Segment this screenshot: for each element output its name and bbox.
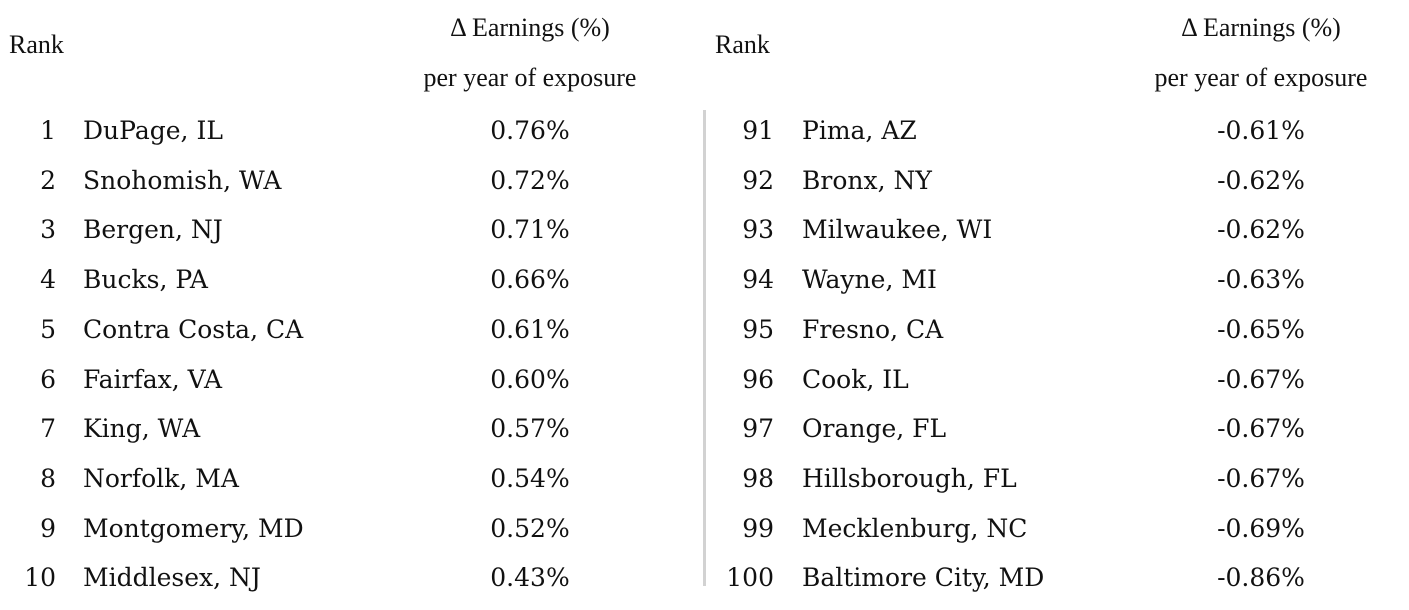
earnings-change-cell: 0.76% <box>490 116 570 145</box>
county-cell: Mecklenburg, NC <box>802 513 1028 543</box>
table-row: 9 Montgomery, MD 0.52% <box>0 504 700 554</box>
table-row: 3 Bergen, NJ 0.71% <box>0 205 700 255</box>
rank-cell: 95 <box>742 314 774 344</box>
county-cell: Bronx, NY <box>802 165 932 195</box>
county-cell: Bergen, NJ <box>83 215 223 245</box>
county-cell: Fairfax, VA <box>83 364 223 394</box>
earnings-header-line1: Δ Earnings (%) <box>1181 13 1341 42</box>
earnings-change-cell: 0.71% <box>490 215 570 245</box>
table-row: 96 Cook, IL -0.67% <box>708 355 1409 405</box>
table-row: 4 Bucks, PA 0.66% <box>0 255 700 305</box>
rank-cell: 91 <box>742 116 774 145</box>
county-cell: DuPage, IL <box>83 116 223 145</box>
table-row: 7 King, WA 0.57% <box>0 404 700 454</box>
county-cell: Middlesex, NJ <box>83 563 261 593</box>
table-divider <box>703 110 706 586</box>
county-cell: Milwaukee, WI <box>802 215 993 245</box>
earnings-change-cell: 0.60% <box>490 364 570 394</box>
rank-cell: 93 <box>742 215 774 245</box>
county-cell: Wayne, MI <box>802 265 937 295</box>
rank-cell: 99 <box>742 513 774 543</box>
earnings-change-cell: -0.67% <box>1217 463 1305 493</box>
earnings-change-cell: 0.72% <box>490 165 570 195</box>
table-row: 8 Norfolk, MA 0.54% <box>0 454 700 504</box>
rank-cell: 96 <box>742 364 774 394</box>
rank-cell: 4 <box>40 265 56 295</box>
table-row: 95 Fresno, CA -0.65% <box>708 305 1409 355</box>
earnings-change-cell: 0.66% <box>490 265 570 295</box>
county-cell: King, WA <box>83 414 201 444</box>
earnings-change-cell: 0.57% <box>490 414 570 444</box>
table-row: 5 Contra Costa, CA 0.61% <box>0 305 700 355</box>
rank-cell: 10 <box>24 563 56 593</box>
earnings-change-cell: 0.43% <box>490 563 570 593</box>
earnings-change-cell: -0.65% <box>1217 314 1305 344</box>
earnings-change-cell: -0.62% <box>1217 215 1305 245</box>
rank-cell: 7 <box>40 414 56 444</box>
earnings-change-cell: -0.62% <box>1217 165 1305 195</box>
rank-cell: 100 <box>726 563 774 593</box>
bottom-counties-table: Rank Δ Earnings (%) per year of exposure… <box>708 0 1409 610</box>
county-cell: Baltimore City, MD <box>802 563 1045 593</box>
county-cell: Hillsborough, FL <box>802 463 1017 493</box>
earnings-header-line2: per year of exposure <box>423 63 637 92</box>
earnings-header-line1: Δ Earnings (%) <box>450 13 610 42</box>
earnings-change-cell: -0.86% <box>1217 563 1305 593</box>
rank-cell: 8 <box>40 463 56 493</box>
table-row: 99 Mecklenburg, NC -0.69% <box>708 504 1409 554</box>
county-cell: Fresno, CA <box>802 314 944 344</box>
earnings-change-cell: -0.61% <box>1217 116 1305 145</box>
county-cell: Orange, FL <box>802 414 947 444</box>
rank-cell: 92 <box>742 165 774 195</box>
rank-cell: 6 <box>40 364 56 394</box>
rank-cell: 9 <box>40 513 56 543</box>
table-row: 6 Fairfax, VA 0.60% <box>0 355 700 405</box>
table-row: 97 Orange, FL -0.67% <box>708 404 1409 454</box>
earnings-change-cell: 0.54% <box>490 463 570 493</box>
earnings-change-cell: -0.69% <box>1217 513 1305 543</box>
earnings-change-cell: 0.52% <box>490 513 570 543</box>
earnings-change-cell: -0.67% <box>1217 414 1305 444</box>
table-row: 100 Baltimore City, MD -0.86% <box>708 553 1409 603</box>
earnings-header-line2: per year of exposure <box>1154 63 1368 92</box>
county-cell: Pima, AZ <box>802 116 917 145</box>
county-cell: Cook, IL <box>802 364 909 394</box>
county-cell: Norfolk, MA <box>83 463 239 493</box>
rank-column-header: Rank <box>715 30 770 59</box>
earnings-change-cell: -0.63% <box>1217 265 1305 295</box>
table-row: 2 Snohomish, WA 0.72% <box>0 156 700 206</box>
top-counties-table: Rank Δ Earnings (%) per year of exposure… <box>0 0 700 610</box>
table-row: 93 Milwaukee, WI -0.62% <box>708 205 1409 255</box>
earnings-column-header: Δ Earnings (%) per year of exposure <box>380 3 680 103</box>
table-row: 92 Bronx, NY -0.62% <box>708 156 1409 206</box>
county-cell: Bucks, PA <box>83 265 208 295</box>
rank-cell: 5 <box>40 314 56 344</box>
table-row: 10 Middlesex, NJ 0.43% <box>0 553 700 603</box>
table-row: 98 Hillsborough, FL -0.67% <box>708 454 1409 504</box>
county-cell: Contra Costa, CA <box>83 314 304 344</box>
rank-cell: 97 <box>742 414 774 444</box>
rank-cell: 94 <box>742 265 774 295</box>
table-row: 91 Pima, AZ -0.61% <box>708 106 1409 156</box>
table-row: 1 DuPage, IL 0.76% <box>0 106 700 156</box>
table-row: 94 Wayne, MI -0.63% <box>708 255 1409 305</box>
earnings-change-cell: 0.61% <box>490 314 570 344</box>
rank-cell: 2 <box>40 165 56 195</box>
rank-cell: 1 <box>40 116 56 145</box>
rank-cell: 98 <box>742 463 774 493</box>
earnings-change-cell: -0.67% <box>1217 364 1305 394</box>
county-cell: Snohomish, WA <box>83 165 282 195</box>
rank-cell: 3 <box>40 215 56 245</box>
county-cell: Montgomery, MD <box>83 513 304 543</box>
earnings-column-header: Δ Earnings (%) per year of exposure <box>1111 3 1409 103</box>
rank-column-header: Rank <box>9 30 64 59</box>
